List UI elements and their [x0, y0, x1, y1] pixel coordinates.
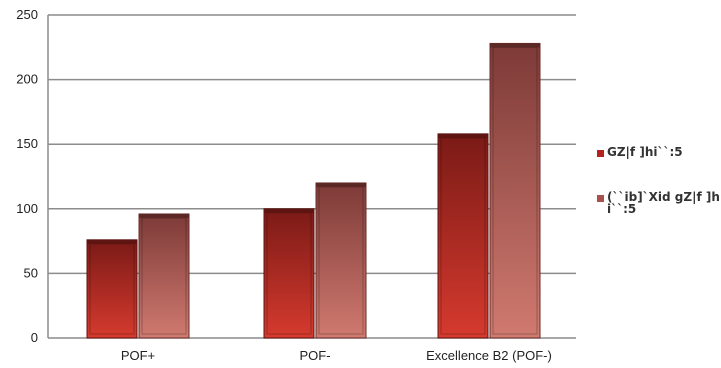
- y-tick-label: 50: [24, 265, 38, 280]
- legend-swatch-series-1: [597, 150, 604, 157]
- legend-item-series-2: (``ib]`Xid gZ|f ]hi``:5: [597, 191, 721, 215]
- bar-series-2-3: [489, 42, 541, 339]
- legend-swatch-series-2: [597, 195, 604, 202]
- y-tick-label: 250: [16, 7, 38, 22]
- x-tick-label: POF-: [299, 348, 330, 363]
- y-tick-label: 150: [16, 136, 38, 151]
- bars: [86, 42, 541, 339]
- y-tick-label: 0: [31, 330, 38, 345]
- legend-label-series-2: (``ib]`Xid gZ|f ]hi``:5: [607, 190, 720, 216]
- legend-item-series-1: GZ|f ]hi``:5: [597, 146, 721, 158]
- bar-series-1-1: [86, 239, 138, 339]
- x-tick-label: Excellence B2 (POF-): [426, 348, 552, 363]
- bar-series-2-2: [315, 182, 367, 339]
- y-tick-label: 200: [16, 72, 38, 87]
- x-tick-label: POF+: [121, 348, 155, 363]
- y-tick-labels: 0 50 100 150 200 250: [16, 7, 38, 345]
- y-tick-label: 100: [16, 201, 38, 216]
- legend: GZ|f ]hi``:5 (``ib]`Xid gZ|f ]hi``:5: [597, 146, 721, 215]
- legend-label-series-1: GZ|f ]hi``:5: [607, 145, 683, 159]
- bar-series-2-1: [138, 213, 190, 339]
- bar-series-1-2: [263, 208, 315, 339]
- bar-series-1-3: [437, 133, 489, 339]
- x-tick-labels: POF+ POF- Excellence B2 (POF-): [121, 348, 552, 363]
